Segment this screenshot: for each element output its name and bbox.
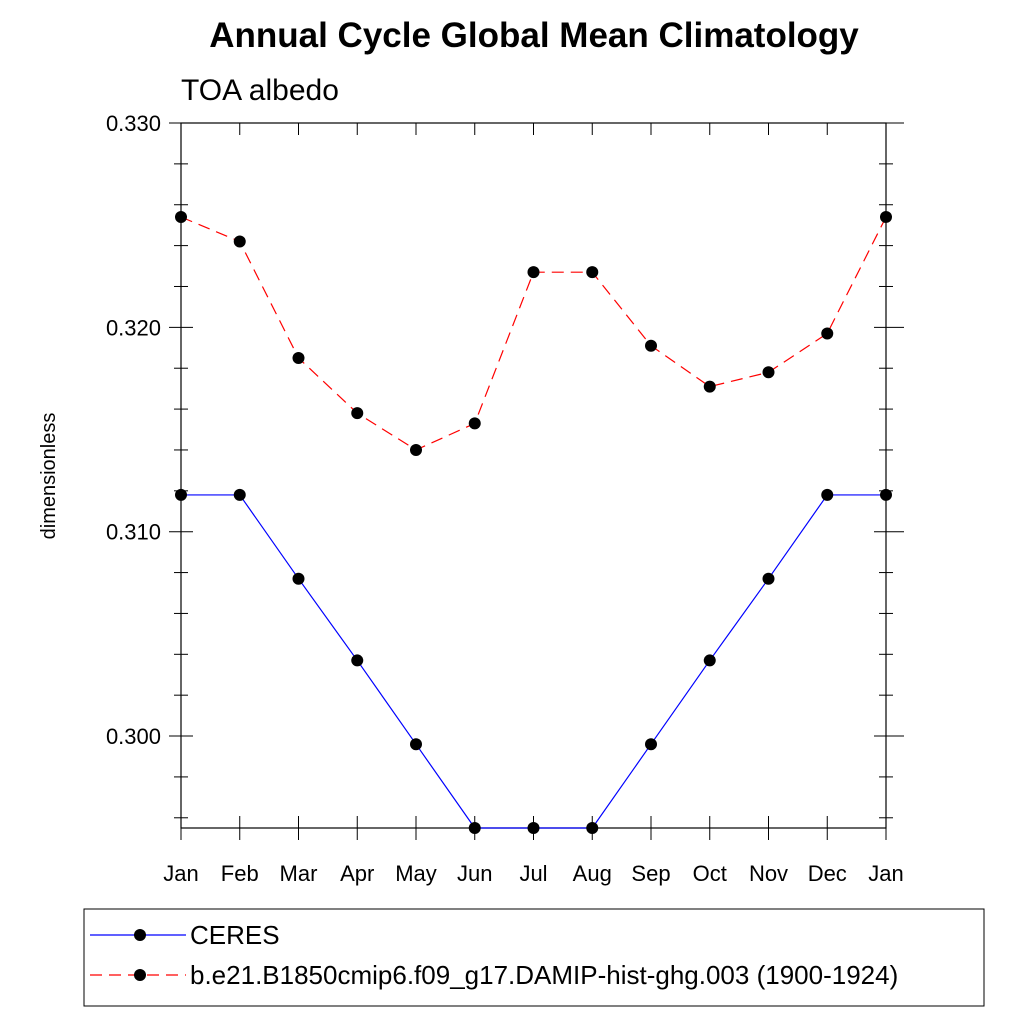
x-tick-label: May xyxy=(395,861,437,886)
series-1-point xyxy=(292,352,305,364)
series-0-point xyxy=(586,822,599,834)
series-0-point xyxy=(410,738,422,751)
series-1-point xyxy=(586,266,599,279)
y-tick-label: 0.300 xyxy=(106,724,161,749)
chart-subtitle: TOA albedo xyxy=(181,74,339,107)
series-1-point xyxy=(703,380,716,393)
y-tick-label: 0.310 xyxy=(106,520,161,545)
legend: CERES b.e21.B1850cmip6.f09_g17.DAMIP-hist… xyxy=(90,920,898,990)
series-1-point xyxy=(645,339,657,352)
x-tick-label: Feb xyxy=(221,861,259,886)
series-1-point xyxy=(821,327,834,340)
series-1-point xyxy=(233,235,246,248)
series-0-point xyxy=(527,822,540,834)
series-1-point xyxy=(880,211,892,223)
x-tick-label: Dec xyxy=(808,861,847,886)
series-1-point xyxy=(410,443,422,456)
series-0-point xyxy=(468,822,481,834)
series-0-point xyxy=(645,738,657,751)
axes: Jan Feb Mar Apr May Jun Jul Aug Sep Oct Nov Dec Jan 0… xyxy=(106,111,904,886)
x-tick-label: Oct xyxy=(693,861,727,886)
x-tick-label: Jun xyxy=(457,861,492,886)
x-tick-label: Sep xyxy=(631,861,670,886)
series-1-point xyxy=(762,366,775,379)
y-tick-label: 0.330 xyxy=(106,111,161,136)
series-1-point xyxy=(351,407,364,420)
series-0-point xyxy=(233,488,246,501)
series-1-point xyxy=(468,417,481,430)
series-0-point xyxy=(351,654,364,667)
legend-marker-1 xyxy=(134,969,146,981)
x-tick-label: Jan xyxy=(163,861,198,886)
y-axis-label: dimensionless xyxy=(38,413,60,540)
y-tick-label: 0.320 xyxy=(106,315,161,340)
plot-frame xyxy=(180,122,887,829)
x-tick-label: Jul xyxy=(519,861,547,886)
legend-box xyxy=(83,908,985,1007)
series-line-0 xyxy=(181,494,886,829)
legend-marker-0 xyxy=(134,929,146,941)
chart-title: Annual Cycle Global Mean Climatology xyxy=(209,16,859,55)
series-0-point xyxy=(292,572,305,585)
series-1-point xyxy=(175,211,187,223)
series-0-point xyxy=(880,488,892,501)
series-1-point xyxy=(527,266,540,279)
series-0-point xyxy=(821,488,834,501)
x-tick-label: Mar xyxy=(280,861,318,886)
legend-label-1: b.e21.B1850cmip6.f09_g17.DAMIP-hist-ghg.… xyxy=(190,960,898,990)
series-0-point xyxy=(703,654,716,667)
series-0-point xyxy=(762,572,775,585)
series-layer xyxy=(175,211,892,834)
legend-label-0: CERES xyxy=(190,920,280,950)
x-tick-label: Apr xyxy=(340,861,374,886)
series-0-point xyxy=(175,488,187,501)
x-tick-label: Jan xyxy=(868,861,903,886)
series-line-1 xyxy=(180,216,887,451)
x-tick-label: Nov xyxy=(749,861,788,886)
x-tick-label: Aug xyxy=(573,861,612,886)
